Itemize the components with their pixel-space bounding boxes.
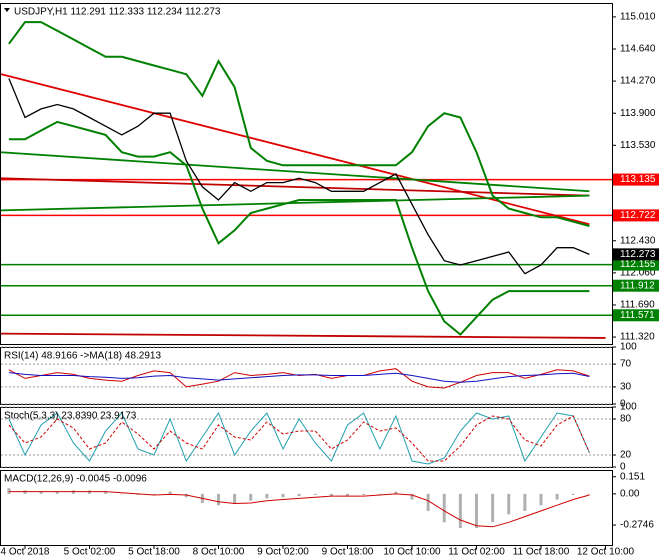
y-tick-label: 111.320 [620,332,655,343]
series-line [8,21,590,227]
histogram-bar [297,493,301,497]
x-tick-label: 8 Oct 10:00 [193,547,245,558]
histogram-bar [120,493,124,495]
y-tick-label: 100 [620,402,637,413]
histogram-bar [55,491,59,494]
histogram-bar [249,493,253,501]
histogram-bar [426,493,430,511]
y-tick-label: 111.690 [620,300,655,311]
histogram-bar [507,493,511,515]
y-tick-label: 30 [620,382,632,393]
y-tick-label: 0 [620,399,626,410]
level-label-box [613,173,659,186]
histogram-bar [539,493,543,506]
y-tick-label: 0.00 [620,489,640,500]
y-tick-label: 114.270 [620,76,656,87]
series-line [8,120,590,336]
histogram-bar [458,493,462,528]
trend-line [0,194,590,212]
series-line [8,491,590,528]
y-tick-label: 20 [620,450,632,461]
histogram-bar [313,493,317,495]
panel-title: USDJPY,H1 112.291 112.333 112.234 112.27… [14,7,221,18]
y-tick-label: 112.060 [620,267,656,278]
trend-line [0,151,590,193]
histogram-bar [88,490,91,494]
histogram-bar [7,488,11,494]
histogram-bar [571,493,575,495]
level-label: 113.135 [620,174,656,185]
histogram-bar [184,493,188,498]
histogram-bar [475,493,478,528]
level-label: 111.912 [620,280,655,291]
x-tick-label: 11 Oct 02:00 [448,547,505,558]
y-tick-label: 100 [620,342,637,353]
y-tick-label: 0.151 [620,471,645,482]
level-label-box [613,279,659,292]
histogram-bar [104,491,108,494]
series-line [8,372,590,383]
trend-line [0,73,590,226]
histogram-bar [329,493,333,497]
series-line [8,411,590,465]
histogram-bar [39,491,43,494]
histogram-bar [410,493,414,500]
x-tick-label: 5 Oct 02:00 [64,547,116,558]
level-label-box [613,309,659,322]
histogram-bar [168,491,172,494]
histogram-bar [491,493,495,523]
series-line [8,368,590,389]
price-label-box [613,248,659,261]
histogram-bar [442,493,446,523]
panel-title: Stoch(5,3,3) 23.8390 23.9173 [4,411,137,422]
x-tick-label: 11 Oct 18:00 [513,547,570,558]
histogram-bar [378,493,382,495]
histogram-bar [152,493,156,495]
panel-frame [0,470,613,546]
histogram-bar [265,493,269,499]
y-tick-label: 0 [620,462,626,473]
level-label-box [613,258,659,271]
series-line [8,78,590,275]
series-line [8,415,590,462]
histogram-bar [362,493,366,495]
histogram-bar [281,493,285,498]
x-tick-label: 9 Oct 02:00 [257,547,309,558]
panel-title: MACD(12,26,9) -0.0045 -0.0096 [4,474,147,485]
y-tick-label: 114.640 [620,44,656,55]
y-tick-label: 113.530 [620,140,656,151]
y-tick-label: 115.010 [620,12,656,23]
x-tick-label: 10 Oct 10:00 [383,547,441,558]
y-tick-label: 80 [620,414,632,425]
menu-arrow[interactable] [4,8,10,12]
histogram-bar [394,491,398,494]
y-tick-label: -0.2746 [620,520,654,531]
x-tick-label: 4 Oct 2018 [1,547,50,558]
level-label: 111.571 [620,310,655,321]
histogram-bar [346,493,349,497]
panel-frame [0,3,613,345]
y-tick-label: 70 [620,359,632,370]
level-label: 112.722 [620,210,656,221]
histogram-bar [555,493,559,500]
y-tick-label: 113.900 [620,108,656,119]
x-tick-label: 12 Oct 10:00 [577,547,635,558]
histogram-bar [23,490,27,494]
histogram-bar [587,493,591,495]
histogram-bar [523,493,527,511]
histogram-bar [233,493,237,503]
panel-title: RSI(14) 48.9166 ->MA(18) 48.2913 [4,351,161,362]
price-label: 112.273 [620,249,656,260]
trend-line [0,332,606,339]
x-tick-label: 9 Oct 18:00 [322,547,374,558]
x-tick-label: 5 Oct 18:00 [128,547,180,558]
level-label-box [613,209,659,222]
histogram-bar [71,490,75,494]
level-label: 112.155 [620,259,656,270]
y-tick-label: 112.430 [620,235,656,246]
histogram-bar [217,493,220,506]
histogram-bar [136,493,140,495]
